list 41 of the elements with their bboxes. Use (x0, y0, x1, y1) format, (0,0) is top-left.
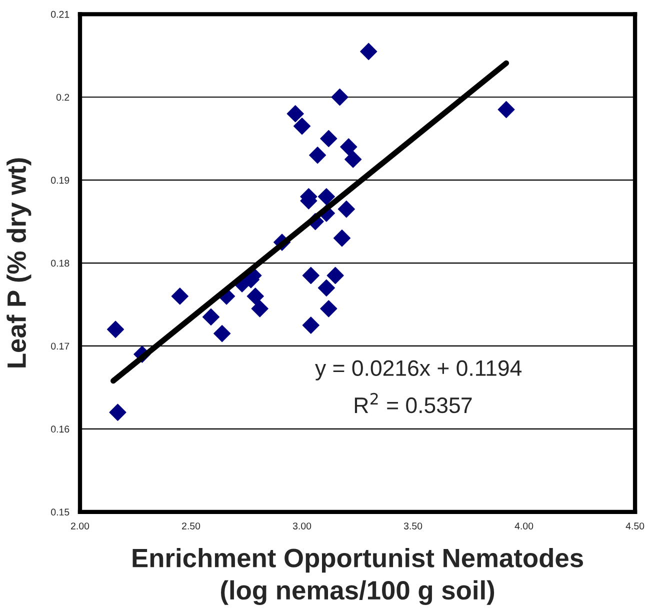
x-tick-label: 3.50 (404, 522, 422, 530)
point (318, 188, 335, 206)
point (202, 308, 220, 326)
annotation: y = 0.0216x + 0.1194 (315, 360, 522, 380)
point (246, 288, 264, 305)
y-tick-label: 0.19 (51, 176, 70, 184)
point (340, 138, 358, 156)
point (326, 266, 344, 284)
y-tick-label: 0.18 (51, 260, 70, 267)
x-tick-label: 3.00 (292, 522, 312, 530)
y-tick-label: 0.15 (51, 508, 70, 516)
point (286, 105, 304, 122)
point (109, 404, 126, 421)
point (318, 279, 335, 296)
point (333, 230, 351, 247)
point (344, 150, 362, 168)
point (308, 146, 326, 164)
point (331, 88, 348, 106)
x-tick-label: 4.00 (514, 522, 534, 530)
point (320, 300, 338, 318)
y-axis-title: Leaf P (% dry wt) (6, 158, 32, 368)
point (302, 316, 320, 334)
point (214, 324, 231, 342)
point (338, 200, 355, 218)
y-tick-label: 0.17 (51, 342, 70, 350)
point (360, 42, 378, 60)
x-axis-title: Enrichment Opportunist Nematodes (log nemas/100 g soil) (132, 548, 583, 606)
point (320, 130, 338, 148)
y-tick-label: 0.16 (51, 426, 70, 433)
annotation: R$^{2}$ = 0.5357 (354, 392, 472, 414)
point (251, 300, 268, 318)
point (302, 266, 320, 284)
point (171, 288, 188, 305)
y-tick-label: 0.2 (56, 94, 70, 101)
x-tick-label: 2.50 (182, 522, 200, 530)
point (498, 101, 515, 118)
x-tick-label: 4.50 (626, 522, 644, 530)
y-tick-label: 0.21 (51, 10, 70, 18)
point (106, 320, 124, 338)
point (293, 118, 311, 135)
x-tick-label: 2.00 (71, 522, 90, 530)
